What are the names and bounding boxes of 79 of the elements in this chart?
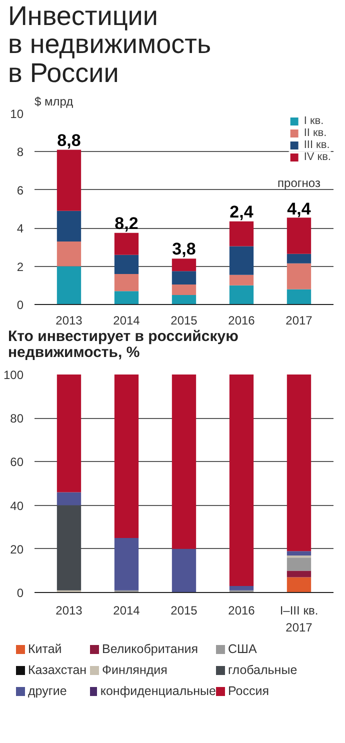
- bar: [229, 374, 254, 586]
- legend-label: II кв.: [304, 127, 327, 140]
- y-tick-label: 2: [16, 260, 24, 274]
- bar: [114, 374, 139, 538]
- bar: [286, 289, 312, 305]
- annotation: прогноз: [278, 176, 321, 190]
- bar: [286, 254, 312, 264]
- bar: [56, 266, 82, 305]
- bar: [114, 538, 139, 590]
- bar: [286, 558, 312, 571]
- bar: [114, 274, 139, 292]
- bar: [114, 254, 139, 274]
- legend-label: другие: [27, 682, 68, 700]
- legend-label: конфиденциальные: [99, 682, 216, 700]
- bar: [114, 291, 139, 305]
- bar: [286, 570, 312, 578]
- bar: [229, 246, 254, 275]
- x-tick-label: 2014: [113, 603, 140, 618]
- y-tick-label: 0: [16, 298, 24, 312]
- legend-label: IV кв.: [304, 151, 331, 164]
- x-tick-label: 2015: [170, 603, 198, 618]
- bar: [172, 271, 196, 284]
- chart-title: Инвестиции в недвижимость в России: [7, 1, 212, 88]
- x-tick-label: 2017: [286, 314, 313, 328]
- y-tick-label: 6: [16, 183, 24, 198]
- y-tick-label: 4: [16, 222, 24, 236]
- x-tick-label: 2016: [228, 603, 256, 618]
- bar: [286, 218, 312, 254]
- bar: [56, 242, 82, 266]
- bar: [56, 210, 82, 242]
- x-tick-label: 2015: [170, 314, 198, 328]
- bar: [172, 284, 196, 295]
- legend-label: Казахстан: [27, 662, 88, 679]
- y-tick-label: 20: [10, 542, 24, 556]
- bar: [172, 258, 196, 272]
- legend-label: глобальные: [227, 662, 298, 679]
- legend-label: Китай: [27, 640, 63, 658]
- legend-label: Великобритания: [101, 640, 199, 658]
- legend-label: I кв.: [304, 115, 324, 128]
- x-tick-label: 2013: [56, 603, 83, 618]
- bar: [56, 374, 82, 492]
- x-tick-label: 2016: [228, 314, 256, 328]
- x-tick-label: 2013: [56, 314, 83, 328]
- bar: [172, 294, 196, 305]
- bar: [56, 492, 82, 506]
- y-tick-label: 80: [10, 412, 24, 426]
- bar: [229, 285, 254, 305]
- bar: [56, 505, 82, 590]
- bar: [229, 274, 254, 286]
- bar: [286, 263, 312, 290]
- annotation: 2,4: [230, 202, 254, 222]
- legend-label: США: [227, 640, 258, 658]
- x-tick-label: 2014: [113, 314, 140, 328]
- annotation: 8,8: [57, 130, 81, 150]
- annotation: 4,4: [287, 200, 312, 219]
- bar: [172, 548, 196, 592]
- y-tick-label: 10: [10, 107, 24, 122]
- bar: [286, 555, 312, 558]
- y-tick-label: 8: [16, 145, 24, 160]
- legend-label: III кв.: [304, 139, 330, 152]
- bar: [286, 551, 312, 556]
- bar: [172, 374, 196, 549]
- legend-label: Россия: [227, 682, 270, 700]
- annotation: 3,8: [172, 240, 196, 259]
- y-axis-title: $ млрд: [34, 94, 74, 109]
- legend-label: Финляндия: [101, 662, 168, 679]
- y-tick-label: 60: [10, 455, 24, 470]
- y-tick-label: 100: [3, 368, 24, 382]
- bar: [229, 221, 254, 246]
- chart-title: Кто инвестирует в российскую недвижимость, %: [7, 328, 238, 361]
- y-tick-label: 0: [16, 586, 24, 600]
- annotation: 8,2: [114, 214, 138, 233]
- bar: [229, 586, 254, 590]
- bar: [56, 150, 82, 211]
- bar: [114, 232, 139, 255]
- y-tick-label: 40: [10, 498, 24, 513]
- x-tick-label: I–III кв. 2017: [280, 603, 318, 634]
- bar: [286, 577, 312, 592]
- bar: [286, 374, 312, 551]
